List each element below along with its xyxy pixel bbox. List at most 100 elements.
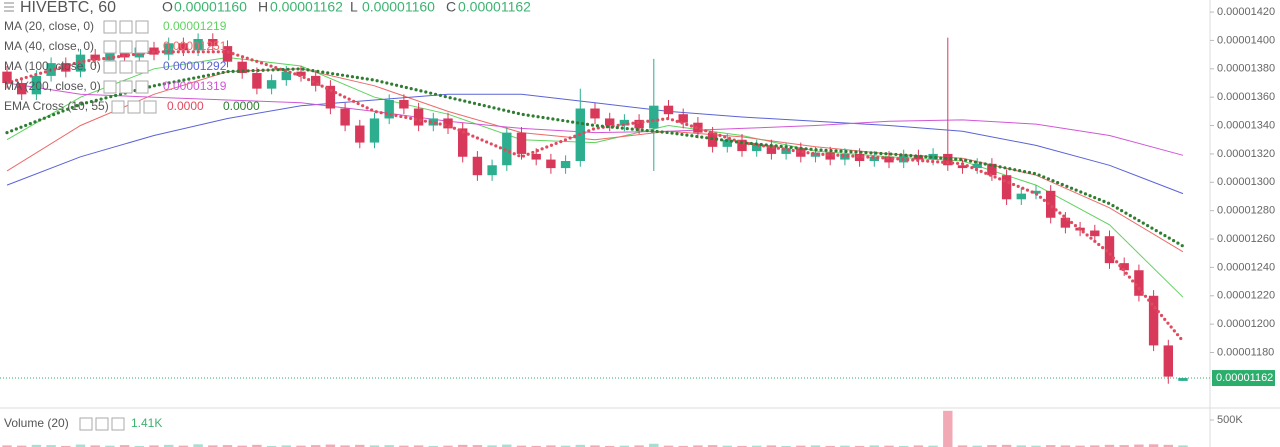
candle-body — [1178, 378, 1188, 381]
legend-icon[interactable] — [119, 20, 133, 34]
y-tick-label: 0.00001400 — [1217, 34, 1275, 46]
volume-bar — [237, 445, 247, 447]
legend-icon[interactable] — [79, 417, 93, 431]
candle-body — [1134, 270, 1144, 296]
candle-body — [737, 139, 747, 152]
legend-icon[interactable] — [119, 40, 133, 54]
candle-body — [913, 155, 924, 160]
volume-bar — [296, 445, 306, 447]
legend-icon[interactable] — [119, 60, 133, 74]
volume-bar — [16, 445, 27, 447]
candle-body — [502, 132, 512, 166]
y-tick-label: 0.00001360 — [1217, 91, 1275, 103]
volume-bar — [619, 445, 630, 447]
candle-body — [722, 139, 733, 147]
candle-body — [266, 80, 277, 89]
ohlc-value: 0.00001160 — [362, 0, 435, 15]
ema-line — [5, 67, 1185, 248]
candle-body — [472, 156, 483, 176]
volume-bar — [751, 445, 762, 447]
ma-line — [6, 68, 1184, 253]
candle-body — [663, 105, 674, 115]
legend-icon[interactable] — [135, 40, 149, 54]
volume-bar — [134, 445, 145, 447]
legend-icon[interactable] — [103, 60, 117, 74]
candle-body — [31, 75, 42, 95]
volume-bar — [840, 445, 850, 447]
candle-body — [1031, 190, 1041, 194]
y-tick-label: 0.00001420 — [1217, 6, 1275, 18]
candle-body — [222, 46, 233, 62]
volume-bar — [1090, 445, 1100, 447]
ma-line — [6, 82, 1184, 156]
volume-bar — [531, 445, 541, 447]
legend-icon[interactable] — [127, 100, 141, 114]
candle-body — [1045, 190, 1056, 218]
volume-bar — [340, 445, 350, 447]
volume-bar — [781, 445, 791, 447]
volume-bar — [898, 445, 909, 447]
candle-body — [825, 152, 835, 160]
candle-body — [972, 163, 982, 169]
volume-bar — [663, 445, 674, 447]
legend-name: MA (20, close, 0) — [4, 19, 94, 33]
legend-name: MA (40, close, 0) — [4, 39, 94, 53]
volume-bar — [957, 445, 968, 447]
volume-bar — [1119, 445, 1129, 447]
legend-icon[interactable] — [135, 20, 149, 34]
candle-body — [678, 114, 688, 123]
volume-bar — [46, 445, 56, 447]
volume-bar — [884, 445, 894, 447]
y-tick-label: 0.00001320 — [1217, 148, 1275, 160]
y-tick-label: 0.00001380 — [1217, 63, 1275, 75]
legend-icon[interactable] — [111, 417, 125, 431]
y-tick-label: 0.00001260 — [1217, 233, 1275, 245]
candle-body — [457, 128, 468, 157]
legend-icon[interactable] — [95, 417, 109, 431]
volume-bar — [163, 444, 174, 447]
candle-body — [943, 153, 953, 166]
y-tick-label: 0.00001220 — [1217, 290, 1275, 302]
candle-body — [854, 153, 865, 162]
candle-body — [413, 108, 424, 126]
y-tick-label: 0.00001280 — [1217, 205, 1275, 217]
candle-body — [178, 43, 189, 51]
volume-bar — [399, 445, 409, 447]
volume-bar — [560, 445, 571, 447]
plot-area — [0, 33, 1210, 447]
legend-icon[interactable] — [103, 80, 117, 94]
volume-bar — [854, 445, 865, 447]
legend-icon[interactable] — [111, 100, 125, 114]
candle-body — [443, 118, 453, 129]
candle-body — [1060, 217, 1071, 228]
ohlc-key: H — [258, 0, 268, 15]
ma-line — [6, 93, 1184, 195]
candle-body — [325, 85, 336, 109]
volume-bar — [502, 444, 512, 447]
candle-body — [16, 82, 27, 95]
legend-icon[interactable] — [119, 80, 133, 94]
legend-icon[interactable] — [135, 60, 149, 74]
volume-bar — [972, 445, 982, 447]
volume-bar — [193, 444, 203, 447]
candle-body — [252, 73, 262, 89]
volume-bar — [149, 445, 159, 447]
candle-body — [1016, 193, 1027, 200]
candle-body — [355, 125, 365, 143]
candle-body — [119, 50, 130, 58]
legend-icon[interactable] — [103, 40, 117, 54]
candle-body — [546, 159, 556, 169]
candle-body — [75, 54, 86, 72]
legend-icon[interactable] — [135, 80, 149, 94]
candle-body — [869, 156, 880, 162]
candle-body — [884, 156, 894, 163]
candle-body — [766, 145, 777, 154]
ohlc-value: 0.00001162 — [458, 0, 531, 15]
ohlc-key: L — [350, 0, 358, 15]
legend-icon[interactable] — [103, 20, 117, 34]
volume-bar — [31, 444, 42, 447]
legend-icon[interactable] — [143, 100, 157, 114]
candle-body — [1001, 175, 1012, 200]
candle-body — [1163, 345, 1174, 377]
